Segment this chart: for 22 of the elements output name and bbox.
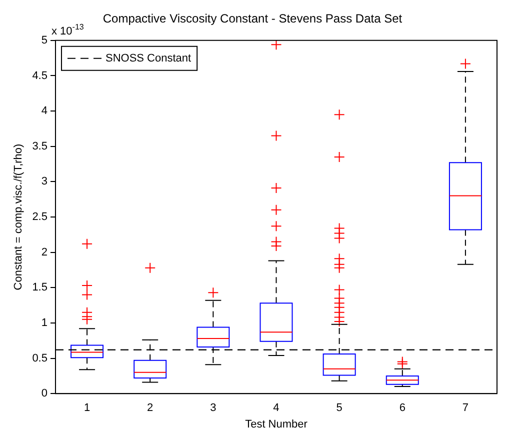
y-tick-label: 0.5: [32, 352, 48, 364]
chart-title: Compactive Viscosity Constant - Stevens Pass Data Set: [102, 12, 403, 26]
y-tick-label: 3: [41, 176, 48, 188]
x-tick-label: 7: [462, 402, 469, 414]
x-axis-title: Test Number: [245, 418, 308, 430]
y-tick-label: 1.5: [32, 282, 48, 294]
legend-label: SNOSS Constant: [105, 52, 192, 64]
y-tick-label: 5: [41, 34, 48, 46]
y-tick-label: 3.5: [32, 140, 48, 152]
y-tick-label: 1: [41, 316, 48, 329]
y-tick-label: 4.5: [32, 70, 48, 82]
x-tick-label: 5: [336, 402, 342, 414]
y-tick-label: 0: [41, 388, 48, 400]
x-tick-label: 4: [273, 402, 280, 414]
x-tick-label: 3: [210, 402, 216, 414]
y-axis-title: Constant = comp.visc./f(T,rho): [12, 144, 25, 290]
x-tick-label: 1: [84, 402, 90, 414]
x-tick-label: 2: [147, 402, 154, 414]
y-tick-label: 4: [41, 105, 48, 118]
y-tick-label: 2.5: [32, 211, 48, 224]
y-tick-label: 2: [41, 246, 48, 258]
x-tick-label: 6: [399, 402, 406, 414]
